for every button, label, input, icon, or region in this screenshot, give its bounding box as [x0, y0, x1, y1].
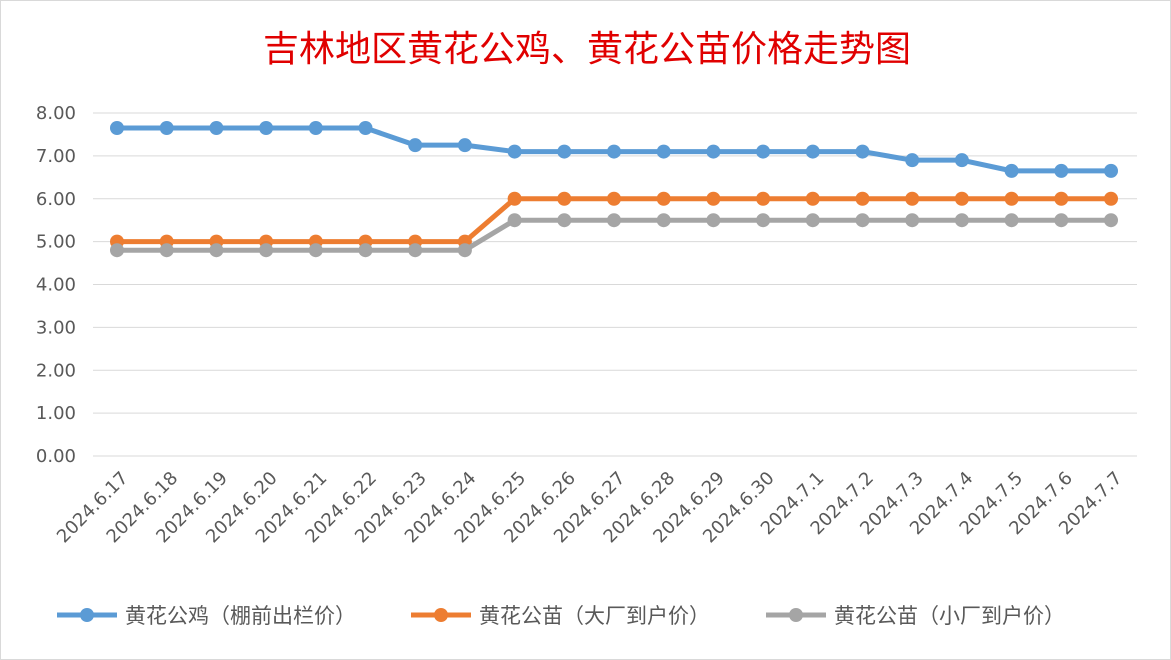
data-point: [408, 243, 423, 258]
data-point: [1104, 191, 1118, 206]
data-point: [706, 144, 721, 159]
chart-title: 吉林地区黄花公鸡、黄花公苗价格走势图: [263, 29, 911, 70]
legend-item: 黄花公苗（大厂到户价）: [411, 604, 710, 628]
legend-marker: [80, 608, 94, 622]
data-point: [308, 243, 323, 258]
data-point: [656, 191, 671, 206]
data-point: [706, 213, 721, 228]
data-point: [259, 243, 274, 258]
y-tick-label: 8.00: [36, 103, 76, 124]
y-tick-label: 0.00: [36, 446, 76, 467]
legend-marker: [789, 608, 803, 622]
legend-label: 黄花公鸡（棚前出栏价）: [125, 604, 356, 628]
data-point: [954, 213, 969, 228]
data-point: [805, 191, 820, 206]
data-point: [607, 191, 621, 206]
y-tick-label: 5.00: [36, 232, 76, 253]
data-point: [507, 191, 522, 206]
data-point: [110, 121, 124, 136]
data-point: [1104, 213, 1118, 228]
y-tick-label: 2.00: [36, 360, 76, 381]
data-point: [159, 243, 174, 258]
data-point: [557, 213, 572, 228]
legend: 黄花公鸡（棚前出栏价） 黄花公苗（大厂到户价） 黄花公苗（小厂到户价）: [57, 604, 1065, 628]
data-point: [1104, 163, 1118, 178]
legend-label: 黄花公苗（小厂到户价）: [834, 604, 1065, 628]
data-point: [308, 121, 323, 136]
data-point: [457, 138, 472, 153]
series-lines: [110, 121, 1118, 258]
data-point: [855, 213, 870, 228]
legend-marker: [434, 608, 448, 622]
y-tick-label: 4.00: [36, 275, 76, 296]
data-point: [209, 243, 224, 258]
data-point: [408, 138, 423, 153]
data-point: [457, 243, 472, 258]
data-point: [855, 191, 870, 206]
data-point: [954, 191, 969, 206]
data-point: [905, 213, 920, 228]
legend-item: 黄花公苗（小厂到户价）: [766, 604, 1065, 628]
data-point: [557, 191, 572, 206]
data-point: [358, 121, 373, 136]
x-axis-ticks: 2024.6.172024.6.182024.6.192024.6.202024…: [53, 468, 1127, 548]
y-tick-label: 6.00: [36, 189, 76, 210]
data-point: [905, 191, 920, 206]
data-point: [954, 153, 969, 168]
data-point: [209, 121, 224, 136]
data-point: [507, 144, 522, 159]
y-axis-ticks: 0.00 1.00 2.00 3.00 4.00 5.00 6.00 7.00 8.00: [36, 103, 76, 467]
data-point: [1004, 191, 1019, 206]
data-point: [358, 243, 373, 258]
series-3: [110, 213, 1118, 258]
data-point: [507, 213, 522, 228]
data-point: [110, 243, 124, 258]
y-tick-label: 7.00: [36, 146, 76, 167]
y-tick-label: 1.00: [36, 403, 76, 424]
legend-label: 黄花公苗（大厂到户价）: [479, 604, 710, 628]
data-point: [159, 121, 174, 136]
data-point: [259, 121, 274, 136]
data-point: [607, 144, 621, 159]
legend-item: 黄花公鸡（棚前出栏价）: [57, 604, 356, 628]
data-point: [557, 144, 572, 159]
series-1: [110, 121, 1118, 178]
data-point: [706, 191, 721, 206]
data-point: [1054, 163, 1069, 178]
data-point: [756, 191, 771, 206]
data-point: [756, 144, 771, 159]
data-point: [855, 144, 870, 159]
data-point: [805, 144, 820, 159]
y-tick-label: 3.00: [36, 317, 76, 338]
data-point: [1054, 191, 1069, 206]
data-point: [1054, 213, 1069, 228]
data-point: [1004, 213, 1019, 228]
data-point: [656, 213, 671, 228]
data-point: [1004, 163, 1019, 178]
data-point: [656, 144, 671, 159]
data-point: [805, 213, 820, 228]
data-point: [607, 213, 621, 228]
data-point: [905, 153, 920, 168]
data-point: [756, 213, 771, 228]
